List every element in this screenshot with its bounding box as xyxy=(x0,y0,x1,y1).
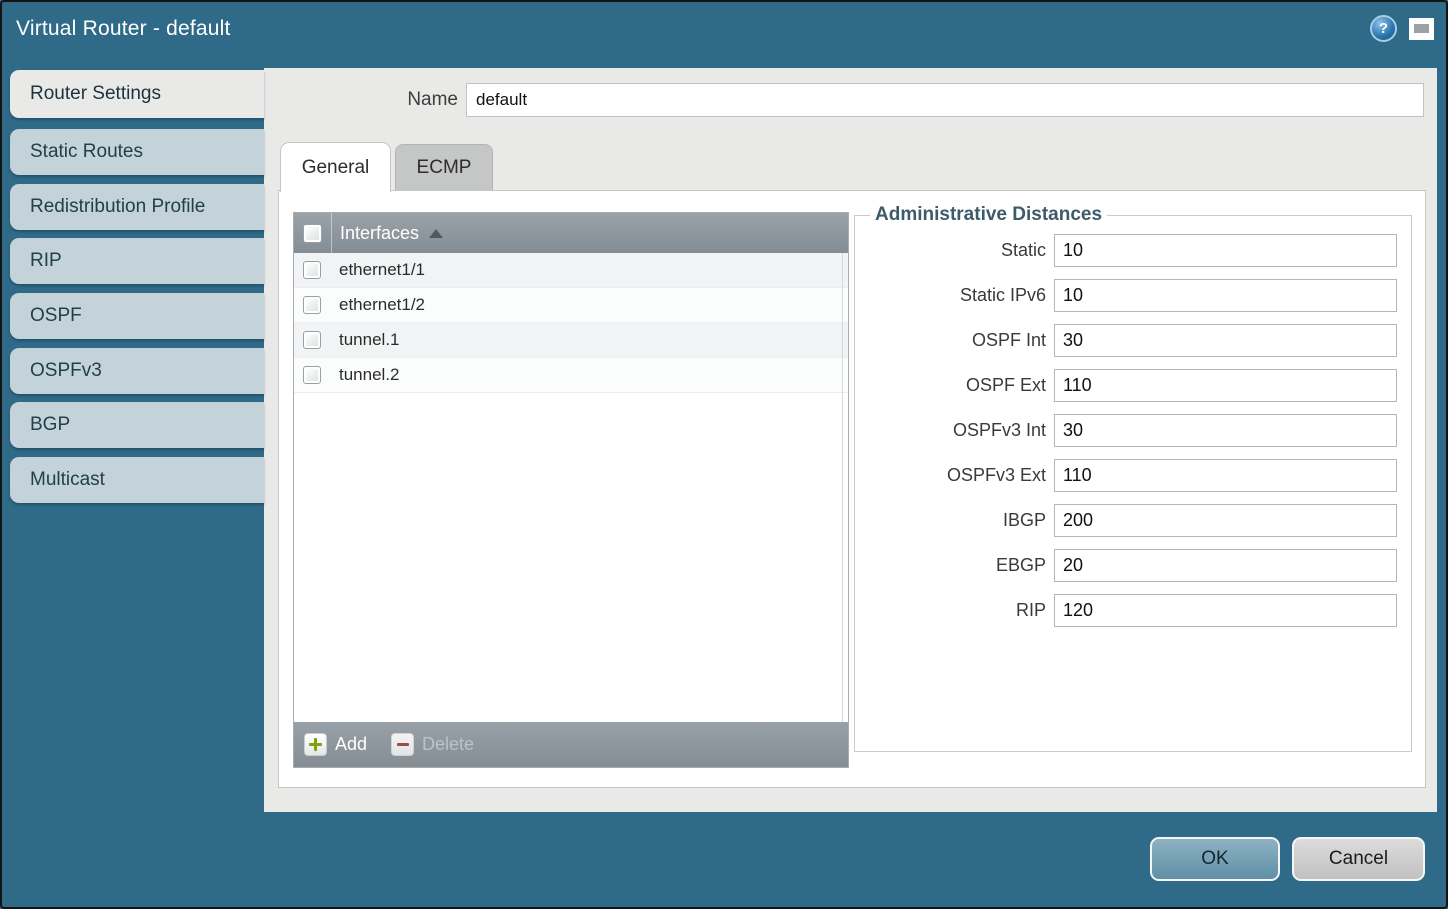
interface-name: tunnel.2 xyxy=(339,365,400,384)
ospf-ext-input[interactable] xyxy=(1054,369,1397,402)
maximize-icon[interactable] xyxy=(1409,17,1434,40)
interfaces-table-body: ethernet1/1 ethernet1/2 tunnel.1 tunnel.… xyxy=(294,253,848,722)
ebgp-label: EBGP xyxy=(995,555,1046,575)
ospf-ext-label: OSPF Ext xyxy=(965,375,1046,395)
admin-distance-row: IBGP xyxy=(863,504,1411,537)
add-button[interactable]: Add xyxy=(304,733,367,756)
titlebar-icons: ? xyxy=(1370,15,1434,42)
interfaces-table-toolbar: Add Delete xyxy=(294,722,848,767)
sidebar-item-bgp[interactable]: BGP xyxy=(10,402,264,448)
administrative-distances-group: Administrative Distances Static Static I… xyxy=(854,204,1412,752)
add-button-label: Add xyxy=(335,734,368,754)
interfaces-table: Interfaces ethernet1/1 ethernet1/2 tunne… xyxy=(293,212,849,768)
ebgp-input[interactable] xyxy=(1054,549,1397,582)
admin-distance-row: EBGP xyxy=(863,549,1411,582)
admin-distance-row: OSPFv3 Int xyxy=(863,414,1411,447)
cancel-button[interactable]: Cancel xyxy=(1292,837,1425,881)
sidebar-item-ospfv3[interactable]: OSPFv3 xyxy=(10,348,264,394)
admin-distance-row: OSPF Int xyxy=(863,324,1411,357)
add-plus-icon xyxy=(304,733,327,756)
static-input[interactable] xyxy=(1054,234,1397,267)
ospfv3-ext-label: OSPFv3 Ext xyxy=(946,465,1046,485)
table-row[interactable]: tunnel.1 xyxy=(294,323,848,358)
interfaces-column-header[interactable]: Interfaces xyxy=(294,213,848,253)
ospfv3-int-input[interactable] xyxy=(1054,414,1397,447)
table-row[interactable]: ethernet1/1 xyxy=(294,253,848,288)
delete-button[interactable]: Delete xyxy=(391,733,474,756)
sidebar-item-redistribution-profile[interactable]: Redistribution Profile xyxy=(10,184,264,230)
admin-distance-row: Static xyxy=(863,234,1411,267)
table-row[interactable]: tunnel.2 xyxy=(294,358,848,393)
ospf-int-label: OSPF Int xyxy=(971,330,1046,350)
tab-general[interactable]: General xyxy=(280,142,391,192)
maximize-icon-inner xyxy=(1414,24,1429,33)
ibgp-input[interactable] xyxy=(1054,504,1397,537)
delete-minus-icon xyxy=(391,733,415,756)
ospfv3-ext-input[interactable] xyxy=(1054,459,1397,492)
general-tab-panel: Interfaces ethernet1/1 ethernet1/2 tunne… xyxy=(278,190,1426,788)
admin-distance-row: OSPFv3 Ext xyxy=(863,459,1411,492)
row-checkbox[interactable] xyxy=(303,296,321,314)
static-ipv6-input[interactable] xyxy=(1054,279,1397,312)
admin-distance-row: Static IPv6 xyxy=(863,279,1411,312)
sidebar-item-ospf[interactable]: OSPF xyxy=(10,293,264,339)
delete-button-label: Delete xyxy=(422,734,475,754)
interface-name: ethernet1/2 xyxy=(339,295,426,314)
sidebar-item-static-routes[interactable]: Static Routes xyxy=(10,129,264,175)
rip-label: RIP xyxy=(1015,600,1046,620)
interface-name: ethernet1/1 xyxy=(339,260,426,279)
dialog-title: Virtual Router - default xyxy=(16,17,231,40)
name-input[interactable] xyxy=(466,83,1424,117)
ok-button[interactable]: OK xyxy=(1150,837,1280,881)
interfaces-header-label: Interfaces xyxy=(340,222,420,243)
rip-input[interactable] xyxy=(1054,594,1397,627)
administrative-distances-title: Administrative Distances xyxy=(875,204,1103,225)
name-label: Name xyxy=(407,89,458,110)
sidebar-item-rip[interactable]: RIP xyxy=(10,238,264,284)
ospfv3-int-label: OSPFv3 Int xyxy=(952,420,1046,440)
interface-name: tunnel.1 xyxy=(339,330,400,349)
row-checkbox[interactable] xyxy=(303,261,321,279)
scrollbar-track[interactable] xyxy=(842,253,843,722)
static-label: Static xyxy=(1000,240,1046,260)
row-checkbox[interactable] xyxy=(303,366,321,384)
sidebar-item-multicast[interactable]: Multicast xyxy=(10,457,264,503)
tab-ecmp[interactable]: ECMP xyxy=(395,144,493,190)
sidebar-item-router-settings[interactable]: Router Settings xyxy=(10,70,264,118)
admin-distance-row: RIP xyxy=(863,594,1411,627)
static-ipv6-label: Static IPv6 xyxy=(959,285,1046,305)
sort-ascending-icon xyxy=(429,228,444,238)
table-row[interactable]: ethernet1/2 xyxy=(294,288,848,323)
ibgp-label: IBGP xyxy=(1002,510,1046,530)
help-icon[interactable]: ? xyxy=(1370,15,1397,42)
select-all-checkbox[interactable] xyxy=(303,223,322,243)
ospf-int-input[interactable] xyxy=(1054,324,1397,357)
header-column-divider xyxy=(331,213,332,253)
admin-distance-row: OSPF Ext xyxy=(863,369,1411,402)
row-checkbox[interactable] xyxy=(303,331,321,349)
